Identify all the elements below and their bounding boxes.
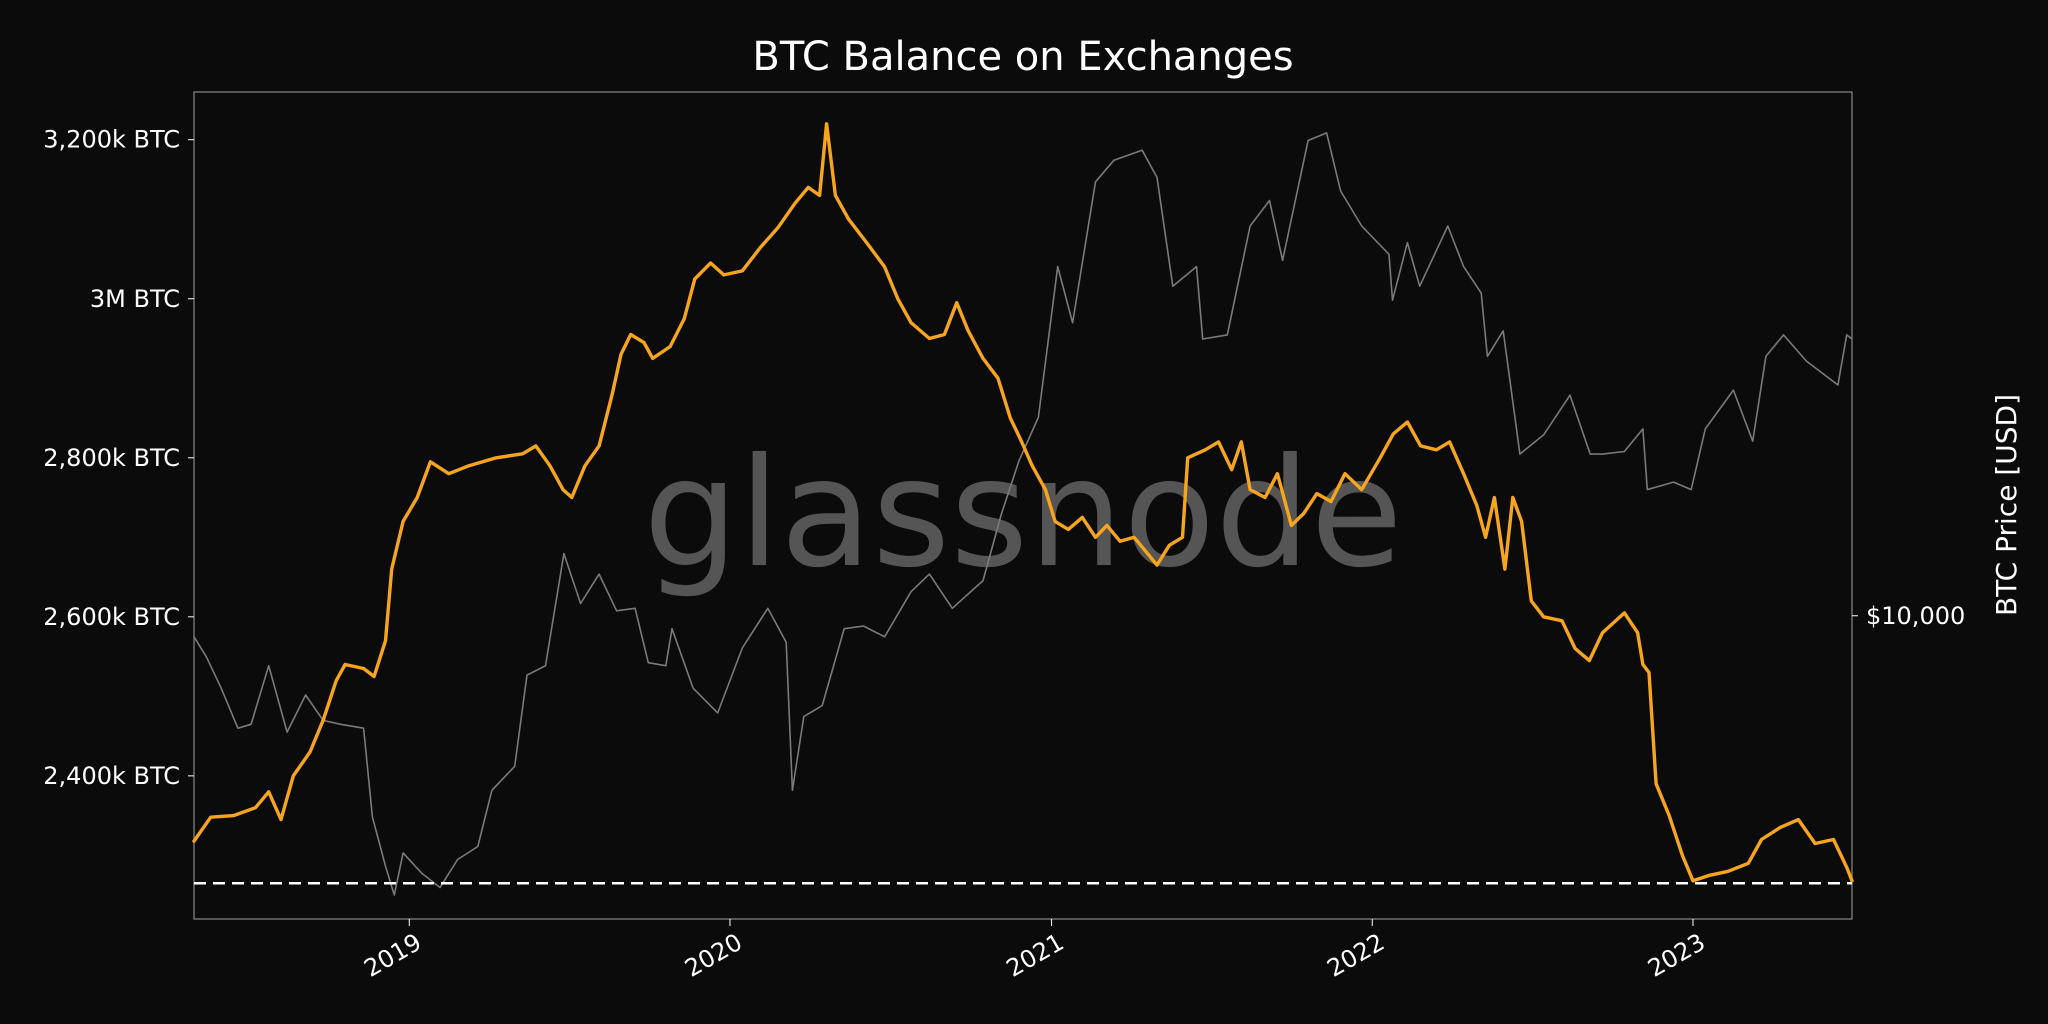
- watermark-logo: glassnode: [643, 427, 1402, 601]
- right-y-axis: $10,000: [1852, 602, 1965, 630]
- exchange-balance-series: [192, 122, 1854, 883]
- chart-title: BTC Balance on Exchanges: [752, 34, 1293, 80]
- left-tick-label: 2,600k BTC: [43, 603, 180, 631]
- left-tick-label: 2,800k BTC: [43, 444, 180, 472]
- left-y-axis: 2,400k BTC 2,600k BTC 2,800k BTC 3M BTC 3,20…: [43, 126, 194, 790]
- plot-area: glassnode: [192, 91, 1854, 920]
- left-tick-label: 2,400k BTC: [43, 762, 180, 790]
- exchange-balance-line: [192, 122, 1854, 883]
- left-tick-label: 3,200k BTC: [43, 126, 180, 154]
- right-tick-label: $10,000: [1866, 602, 1965, 630]
- btc-price-line: [193, 132, 1853, 896]
- left-tick-label: 3M BTC: [90, 285, 180, 313]
- btc-price-series: [193, 132, 1853, 896]
- plot-frame: [193, 91, 1853, 920]
- right-axis-label: BTC Price [USD]: [1990, 394, 2023, 616]
